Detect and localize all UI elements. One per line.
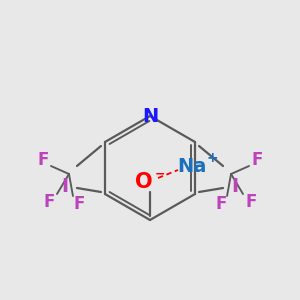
Text: F: F: [43, 193, 55, 211]
Text: F: F: [37, 151, 49, 169]
Text: I: I: [232, 176, 238, 196]
Text: F: F: [251, 151, 263, 169]
Text: Na: Na: [177, 157, 207, 175]
Text: N: N: [142, 106, 158, 125]
Text: +: +: [206, 151, 218, 165]
Text: F: F: [73, 195, 85, 213]
Text: −: −: [155, 167, 165, 181]
Text: F: F: [215, 195, 227, 213]
Text: I: I: [61, 176, 68, 196]
Text: O: O: [135, 172, 153, 192]
Text: F: F: [245, 193, 257, 211]
